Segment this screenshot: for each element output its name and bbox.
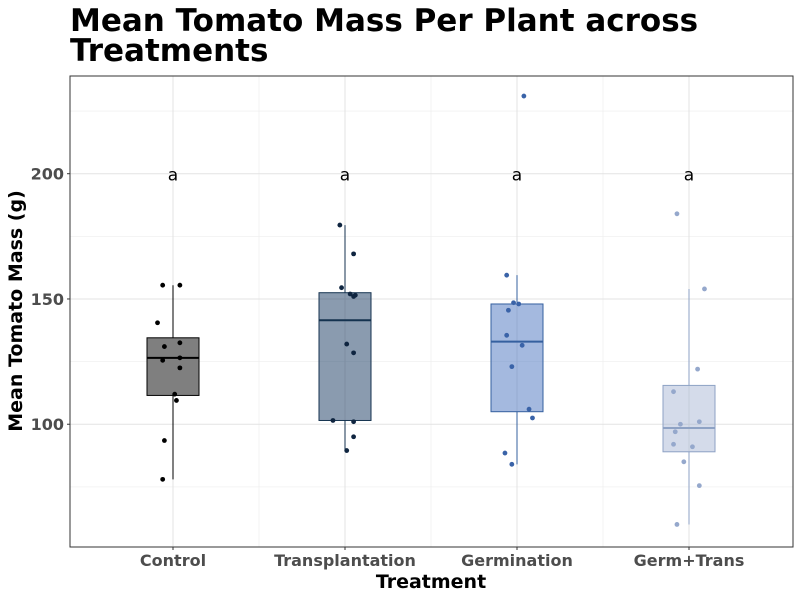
data-point (177, 282, 183, 288)
data-point (506, 307, 511, 313)
y-tick-label: 200 (31, 165, 64, 184)
box-series (146, 225, 716, 525)
data-point (695, 366, 700, 372)
data-point (344, 341, 350, 347)
data-point (690, 444, 695, 450)
data-point (155, 320, 160, 326)
grid-lines (70, 76, 793, 547)
data-point (351, 350, 356, 356)
x-tick-label: Control (140, 551, 206, 570)
data-point (177, 365, 183, 371)
box-iqr (318, 292, 372, 421)
y-tick-label: 150 (31, 290, 64, 309)
data-point (516, 301, 522, 307)
x-tick-label: Germ+Trans (634, 551, 745, 570)
significance-letter: a (340, 166, 350, 186)
y-axis-title: Mean Tomato Mass (g) (5, 190, 27, 432)
data-point (681, 459, 687, 465)
box-germ-trans (662, 288, 716, 525)
data-point (351, 251, 356, 257)
data-point (671, 441, 676, 447)
data-point (672, 429, 678, 435)
x-axis-title: Treatment (376, 571, 486, 593)
data-point (509, 461, 515, 467)
data-point (177, 355, 183, 361)
data-point (177, 340, 183, 346)
data-point (162, 438, 167, 443)
data-point (702, 286, 707, 292)
data-point (671, 389, 676, 395)
data-point (351, 434, 356, 440)
data-point (521, 93, 527, 99)
data-point (344, 448, 350, 453)
data-point (160, 476, 166, 482)
chart-title-line-2: Treatments (70, 33, 268, 69)
x-tick-label: Transplantation (274, 551, 416, 570)
box-iqr (662, 384, 716, 453)
data-point (160, 282, 166, 288)
data-point (172, 391, 178, 397)
x-axis-ticks: Control Transplantation Germination Germ+Tr… (140, 547, 744, 570)
data-point (504, 332, 510, 338)
data-point (339, 285, 344, 291)
data-point (337, 222, 343, 228)
box-iqr (490, 303, 544, 413)
data-point (678, 421, 683, 427)
data-point (674, 522, 680, 527)
box-control (146, 285, 200, 480)
data-point (509, 364, 515, 370)
data-point (162, 344, 167, 349)
box-iqr (146, 337, 200, 396)
data-point (526, 406, 532, 412)
data-point (351, 294, 356, 299)
y-axis-ticks: 100 150 200 (31, 165, 70, 434)
data-point (504, 272, 510, 278)
data-point (347, 291, 353, 297)
data-point (519, 342, 525, 348)
data-point (674, 211, 680, 217)
chart-title-line-1: Mean Tomato Mass Per Plant across (70, 3, 698, 39)
data-point (696, 483, 702, 489)
plot-panel-border (69, 75, 794, 548)
data-point (696, 419, 702, 425)
box-transplantation (318, 225, 372, 451)
data-point (351, 419, 356, 425)
significance-letter: a (168, 166, 178, 186)
box-germination (490, 275, 544, 465)
significance-letter: a (512, 166, 522, 186)
y-tick-label: 100 (31, 415, 64, 434)
data-point (511, 300, 516, 306)
data-point (330, 418, 336, 423)
data-point (530, 415, 535, 421)
data-point (174, 398, 179, 403)
significance-letter: a (684, 166, 694, 186)
jitter-points (155, 93, 707, 527)
data-point (502, 450, 508, 456)
x-tick-label: Germination (461, 551, 573, 570)
data-point (160, 357, 166, 363)
